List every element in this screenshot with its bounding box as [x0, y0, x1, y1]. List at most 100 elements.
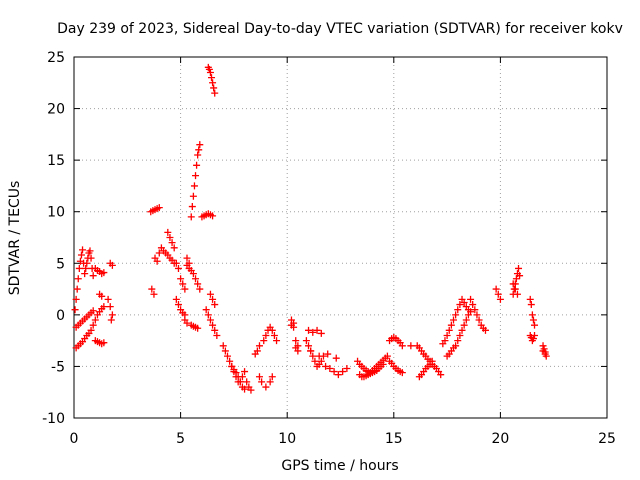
data-point	[447, 321, 455, 329]
data-point	[170, 244, 178, 252]
data-point	[206, 68, 214, 76]
data-point	[168, 239, 176, 247]
x-tick-label: 20	[491, 431, 509, 447]
x-axis-ticks: 0 5 10 15 20 25	[70, 57, 616, 447]
data-point	[210, 84, 218, 92]
data-point	[209, 321, 217, 329]
data-point	[268, 326, 276, 334]
data-point	[330, 368, 338, 376]
x-tick-label: 0	[70, 431, 79, 447]
y-axis-label: SDTVAR / TECUs	[7, 181, 23, 296]
data-point	[258, 378, 266, 386]
data-point	[148, 285, 156, 293]
data-point	[179, 280, 187, 288]
data-point	[509, 280, 517, 288]
data-point	[473, 311, 481, 319]
y-tick-label: 20	[47, 102, 65, 118]
data-point	[273, 337, 281, 345]
data-point	[150, 290, 158, 298]
data-point	[305, 342, 313, 350]
data-point	[75, 264, 83, 272]
data-point	[194, 280, 202, 288]
data-point	[268, 373, 276, 381]
y-tick-label: 15	[47, 153, 65, 169]
data-point	[454, 306, 462, 314]
data-point	[255, 373, 263, 381]
data-point	[471, 306, 479, 314]
y-tick-label: 25	[47, 50, 65, 66]
data-point	[155, 204, 163, 212]
data-point	[77, 251, 85, 259]
data-point	[73, 285, 81, 293]
data-point	[494, 290, 502, 298]
data-point	[531, 321, 539, 329]
data-point	[511, 285, 519, 293]
data-point	[74, 275, 82, 283]
x-axis-label: GPS time / hours	[281, 458, 398, 474]
data-point	[213, 331, 221, 339]
data-point	[443, 331, 451, 339]
data-point	[166, 234, 174, 241]
data-point	[221, 347, 229, 355]
data-point	[89, 321, 97, 329]
data-point	[189, 270, 197, 278]
data-point	[89, 272, 97, 280]
data-point	[211, 301, 219, 309]
data-point	[206, 290, 214, 298]
data-point	[317, 329, 325, 337]
data-point	[209, 212, 217, 220]
y-tick-label: 5	[56, 256, 65, 272]
data-point	[192, 172, 200, 180]
data-point	[383, 352, 391, 360]
data-point	[83, 259, 91, 267]
data-point	[452, 311, 460, 319]
data-point	[204, 311, 212, 319]
data-point	[202, 306, 210, 314]
data-point	[86, 247, 94, 255]
data-point	[309, 328, 317, 336]
data-point	[311, 357, 319, 365]
data-point	[253, 347, 261, 355]
data-point	[458, 326, 466, 334]
data-point	[82, 264, 90, 272]
data-point	[172, 259, 180, 267]
data-point	[270, 331, 278, 339]
data-point	[190, 182, 198, 190]
data-point	[205, 65, 213, 73]
data-point	[234, 373, 242, 381]
data-point	[326, 364, 334, 372]
data-point	[79, 246, 87, 254]
data-point	[290, 323, 298, 331]
data-point	[226, 357, 234, 365]
data-point	[302, 337, 310, 345]
data-point	[407, 342, 415, 350]
data-point	[531, 331, 539, 339]
data-point	[339, 368, 347, 376]
data-point	[183, 254, 191, 262]
data-point	[108, 261, 116, 269]
data-point	[492, 285, 500, 293]
data-point	[309, 352, 317, 360]
data-point	[174, 301, 182, 309]
data-point	[317, 357, 325, 365]
data-point	[398, 342, 406, 350]
grid-lines	[74, 57, 607, 418]
data-point	[324, 350, 332, 358]
plot-frame	[73, 56, 608, 419]
data-point	[247, 386, 255, 394]
data-point	[81, 270, 89, 278]
data-point	[460, 298, 468, 306]
data-point	[496, 295, 504, 303]
data-point	[464, 311, 472, 319]
x-tick-label: 15	[385, 431, 403, 447]
data-point	[196, 141, 204, 149]
data-point	[196, 285, 204, 293]
data-point	[219, 342, 227, 350]
data-point	[315, 352, 323, 360]
data-point	[155, 249, 163, 257]
data-point	[187, 213, 195, 221]
data-point	[428, 357, 436, 365]
data-point	[241, 385, 249, 393]
data-point	[541, 350, 549, 358]
data-point	[164, 228, 172, 236]
